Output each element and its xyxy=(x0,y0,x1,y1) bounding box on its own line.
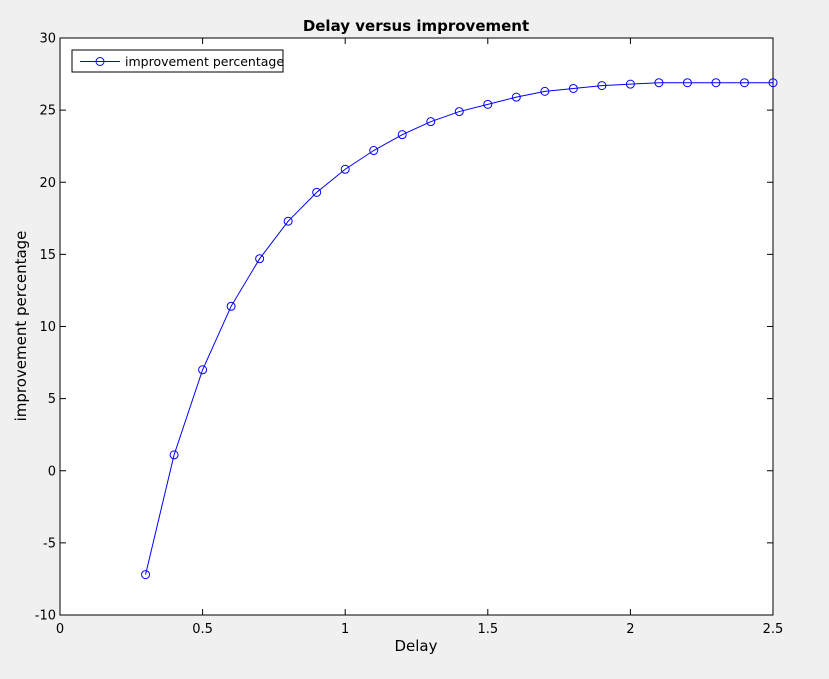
data-point-marker xyxy=(169,450,179,460)
data-point-marker xyxy=(511,92,521,102)
data-point-marker xyxy=(540,86,550,96)
x-tick-label: 1 xyxy=(341,622,349,637)
data-point-marker xyxy=(283,216,293,226)
legend-label: improvement percentage xyxy=(125,54,284,69)
y-tick-label: -5 xyxy=(43,536,56,551)
x-tick-label: 0.5 xyxy=(192,622,213,637)
x-tick-label: 2 xyxy=(626,622,634,637)
chart-title: Delay versus improvement xyxy=(303,17,529,35)
x-tick-label: 1.5 xyxy=(477,622,498,637)
legend-marker-sample xyxy=(95,57,105,66)
data-point-marker xyxy=(768,78,778,88)
x-axis: 0 0.5 1 1.5 2 2.5 xyxy=(56,38,783,637)
data-point-marker xyxy=(397,130,407,140)
y-tick-label: 20 xyxy=(39,176,56,191)
legend: improvement percentage xyxy=(71,49,284,73)
data-point-marker xyxy=(654,78,664,88)
data-point-marker xyxy=(454,107,464,117)
data-point-marker xyxy=(426,117,436,127)
data-point-marker xyxy=(568,83,578,93)
y-tick-label: 10 xyxy=(39,320,56,335)
data-point-marker xyxy=(711,78,721,88)
plot-area xyxy=(59,37,774,616)
data-point-marker xyxy=(483,99,493,109)
data-point-marker xyxy=(312,187,322,197)
y-tick-label: 15 xyxy=(39,248,56,263)
series-line xyxy=(145,82,773,575)
data-point-marker xyxy=(369,146,379,156)
data-point-marker xyxy=(226,301,236,311)
y-tick-label: 0 xyxy=(48,464,56,479)
y-axis-label: improvement percentage xyxy=(12,231,30,422)
legend-box xyxy=(71,49,284,73)
data-point-marker xyxy=(198,365,208,375)
data-point-marker xyxy=(625,79,635,89)
x-tick-label: 0 xyxy=(56,622,64,637)
x-tick-label: 2.5 xyxy=(763,622,784,637)
data-point-marker xyxy=(682,78,692,88)
y-axis: -10 -5 0 5 10 15 20 25 30 xyxy=(35,32,773,624)
data-point-marker xyxy=(141,570,151,580)
data-point-marker xyxy=(255,254,265,264)
x-axis-label: Delay xyxy=(394,637,437,655)
y-tick-label: -10 xyxy=(35,609,56,624)
y-tick-label: 5 xyxy=(48,392,56,407)
series-layer xyxy=(141,78,778,580)
data-point-marker xyxy=(597,81,607,91)
data-point-marker xyxy=(340,164,350,174)
y-tick-label: 30 xyxy=(39,32,56,47)
y-tick-label: 25 xyxy=(39,104,56,119)
data-point-marker xyxy=(739,78,749,88)
